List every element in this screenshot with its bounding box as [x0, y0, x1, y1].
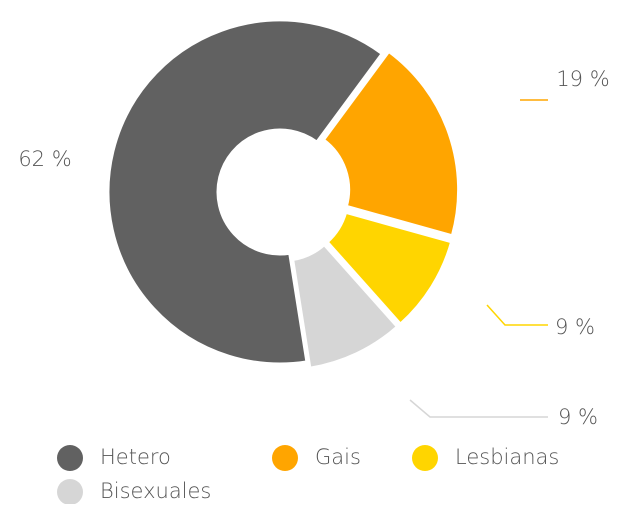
legend-swatch: [57, 479, 83, 505]
legend-swatch: [412, 445, 438, 471]
leader-line: [409, 399, 548, 418]
legend-label: Bisexuales: [100, 479, 211, 503]
donut-slice: [325, 210, 454, 327]
legend-swatch: [57, 445, 83, 471]
legend-label: Hetero: [100, 445, 171, 469]
data-label: 9 %: [558, 405, 598, 429]
data-label: 9 %: [555, 315, 595, 339]
legend-label: Gais: [315, 445, 361, 469]
leader-line: [486, 304, 548, 326]
legend-swatch: [272, 445, 298, 471]
legend-label: Lesbianas: [455, 445, 559, 469]
donut-slice: [106, 18, 385, 366]
data-label: 19 %: [556, 67, 609, 91]
data-label: 62 %: [18, 147, 71, 171]
donut-slice: [321, 49, 461, 238]
donut-slice: [290, 242, 400, 370]
